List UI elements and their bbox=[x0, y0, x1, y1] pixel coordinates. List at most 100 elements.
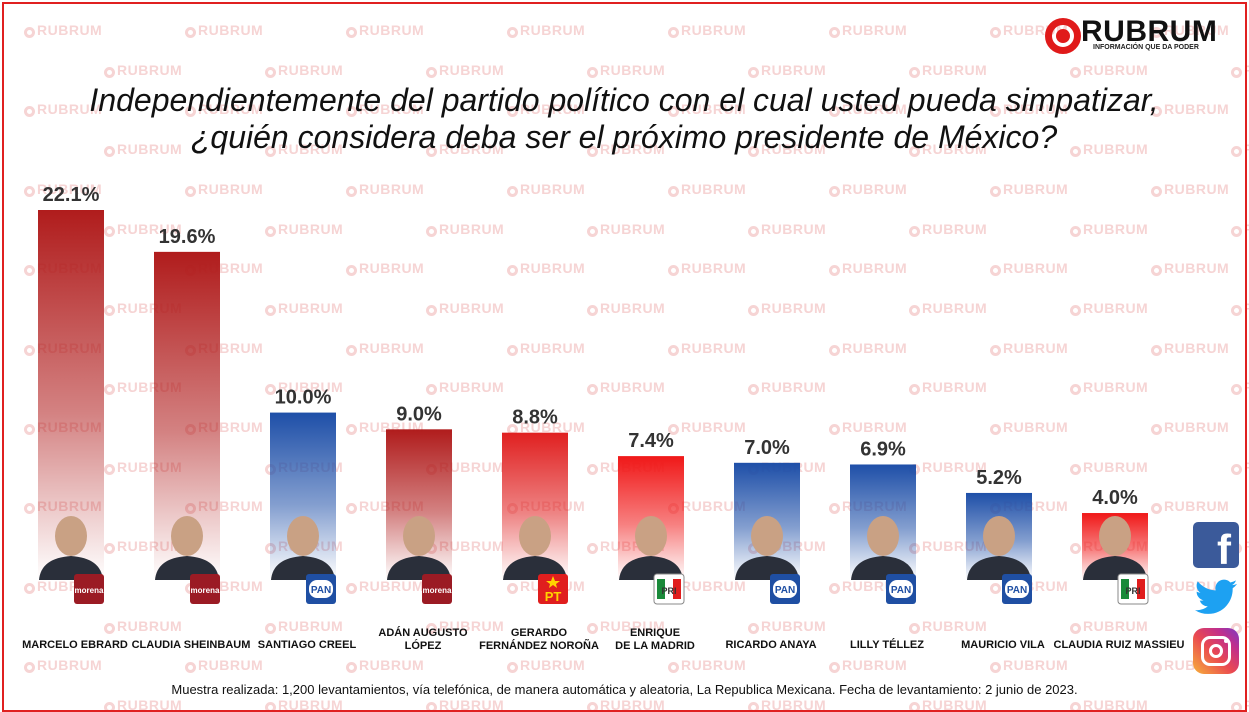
watermark-text: RUBRUM bbox=[104, 697, 182, 712]
candidate-name: ENRIQUE DE LA MADRID bbox=[615, 627, 695, 652]
watermark-text: RUBRUM bbox=[1151, 498, 1229, 514]
watermark-text: RUBRUM bbox=[909, 459, 987, 475]
watermark-text: RUBRUM bbox=[990, 340, 1068, 356]
watermark-text: RUBRUM bbox=[24, 101, 102, 117]
value-label: 5.2% bbox=[976, 467, 1022, 489]
candidate-name-line: LÓPEZ bbox=[405, 639, 442, 652]
candidate-photo-face bbox=[519, 516, 551, 556]
party-logo-text: PT bbox=[545, 589, 562, 604]
watermark-text: RUBRUM bbox=[668, 419, 746, 435]
watermark-text: RUBRUM bbox=[587, 618, 665, 634]
twitter-icon[interactable] bbox=[1193, 575, 1239, 621]
watermark-text: RUBRUM bbox=[185, 657, 263, 673]
watermark-text: RUBRUM bbox=[1151, 260, 1229, 276]
watermark-text: RUBRUM bbox=[426, 697, 504, 712]
watermark-text: RUBRUM bbox=[668, 578, 746, 594]
party-logo-text: PAN bbox=[311, 585, 331, 596]
party-logo-inner bbox=[309, 580, 333, 598]
title-line-1: Independientemente del partido político … bbox=[89, 82, 1159, 118]
watermark-text: RUBRUM bbox=[748, 697, 826, 712]
value-label: 8.8% bbox=[512, 407, 558, 429]
candidate-name-line: ENRIQUE bbox=[630, 627, 680, 639]
watermark-text: RUBRUM bbox=[668, 22, 746, 38]
title-line-2: ¿quién considera deba ser el próximo pre… bbox=[190, 119, 1058, 155]
watermark-text: RUBRUM bbox=[909, 618, 987, 634]
watermark-text: RUBRUM bbox=[909, 221, 987, 237]
party-logo-stripe bbox=[657, 579, 665, 599]
watermark-text: RUBRUM bbox=[909, 379, 987, 395]
watermark-text: RUBRUM bbox=[668, 181, 746, 197]
watermark-text: RUBRUM bbox=[507, 340, 585, 356]
watermark-text: RUBRUM bbox=[1151, 22, 1229, 38]
value-label: 4.0% bbox=[1092, 487, 1138, 509]
watermark-text: RUBRUM bbox=[426, 618, 504, 634]
value-label: 7.4% bbox=[628, 430, 674, 452]
watermark-text: RUBRUM bbox=[1070, 618, 1148, 634]
candidate-name: LILLY TÉLLEZ bbox=[850, 638, 924, 651]
value-label: 9.0% bbox=[396, 403, 442, 425]
candidate-name-line: DE LA MADRID bbox=[615, 640, 695, 652]
watermark-text: RUBRUM bbox=[265, 141, 343, 157]
watermark-text: RUBRUM bbox=[1151, 578, 1229, 594]
watermark-text: RUBRUM bbox=[748, 141, 826, 157]
watermark-text: RUBRUM bbox=[1070, 459, 1148, 475]
watermark-text: RUBRUM bbox=[507, 657, 585, 673]
watermark-text: RUBRUM bbox=[265, 697, 343, 712]
watermark-text: RUBRUM bbox=[990, 101, 1068, 117]
watermark-text: RUBRUM bbox=[426, 221, 504, 237]
watermark-text: RUBRUM bbox=[587, 300, 665, 316]
candidate-name-line: MAURICIO VILA bbox=[961, 639, 1045, 651]
watermark-text: RUBRUM bbox=[829, 340, 907, 356]
value-label: 22.1% bbox=[43, 184, 100, 206]
candidate-name-line: SANTIAGO CREEL bbox=[258, 639, 357, 651]
watermark-text: RUBRUM bbox=[990, 260, 1068, 276]
party-logo bbox=[538, 574, 568, 604]
party-logo-text: PRI bbox=[1125, 586, 1140, 596]
watermark-text: RUBRUM bbox=[587, 221, 665, 237]
watermark-text: RUBRUM bbox=[265, 618, 343, 634]
watermark-text: RUBRUM bbox=[24, 657, 102, 673]
watermark-text: RUBRUM bbox=[104, 618, 182, 634]
candidate-name-line: GERARDO bbox=[511, 627, 568, 639]
watermark-text: RUBRUM bbox=[909, 697, 987, 712]
candidate-name: SANTIAGO CREEL bbox=[258, 639, 357, 651]
candidate-photo-face bbox=[867, 516, 899, 556]
party-logo-text: morena bbox=[423, 586, 452, 595]
watermark-text: RUBRUM bbox=[587, 141, 665, 157]
watermark-text: RUBRUM bbox=[346, 22, 424, 38]
watermark-text: RUBRUM bbox=[265, 221, 343, 237]
watermark-text: RUBRUM bbox=[748, 221, 826, 237]
watermark-text: RUBRUM bbox=[668, 340, 746, 356]
candidate-photo-face bbox=[635, 516, 667, 556]
candidate-name: CLAUDIA RUIZ MASSIEU bbox=[1054, 639, 1185, 651]
watermark-text: RUBRUM bbox=[1070, 697, 1148, 712]
watermark-text: RUBRUM bbox=[748, 300, 826, 316]
watermark-text: RUBRUM bbox=[1151, 340, 1229, 356]
watermark-text: RUBRUM bbox=[1070, 300, 1148, 316]
watermark-text: RUBRUM bbox=[1151, 419, 1229, 435]
watermark-text: RUBRUM bbox=[265, 379, 343, 395]
instagram-icon[interactable] bbox=[1193, 628, 1239, 674]
watermark-text: RUBRUM bbox=[507, 419, 585, 435]
watermark-text: RUBRUM bbox=[909, 300, 987, 316]
candidate-photo-face bbox=[171, 516, 203, 556]
candidate-name: RICARDO ANAYA bbox=[725, 639, 816, 651]
watermark-text: RUBRUM bbox=[748, 618, 826, 634]
watermark-text: RUBRUM bbox=[1070, 62, 1148, 78]
watermark-text: RUBRUM bbox=[185, 101, 263, 117]
candidate-photo-face bbox=[403, 516, 435, 556]
candidate-name: MAURICIO VILA bbox=[961, 639, 1045, 651]
watermark-text: RUBRUM bbox=[346, 260, 424, 276]
party-logo bbox=[190, 574, 220, 604]
watermark-text: RUBRUM bbox=[426, 379, 504, 395]
party-logo-text: PAN bbox=[1007, 585, 1027, 596]
candidate-name-line: ADÁN AUGUSTO bbox=[378, 626, 468, 639]
watermark-text: RUBRUM bbox=[1070, 141, 1148, 157]
candidate-name: CLAUDIA SHEINBAUM bbox=[132, 639, 251, 651]
logo-name: RUBRUM bbox=[1081, 15, 1218, 48]
chart-title: Independientemente del partido político … bbox=[20, 82, 1228, 156]
facebook-icon[interactable]: f bbox=[1193, 522, 1239, 573]
watermark-text: RUBRUM bbox=[829, 260, 907, 276]
